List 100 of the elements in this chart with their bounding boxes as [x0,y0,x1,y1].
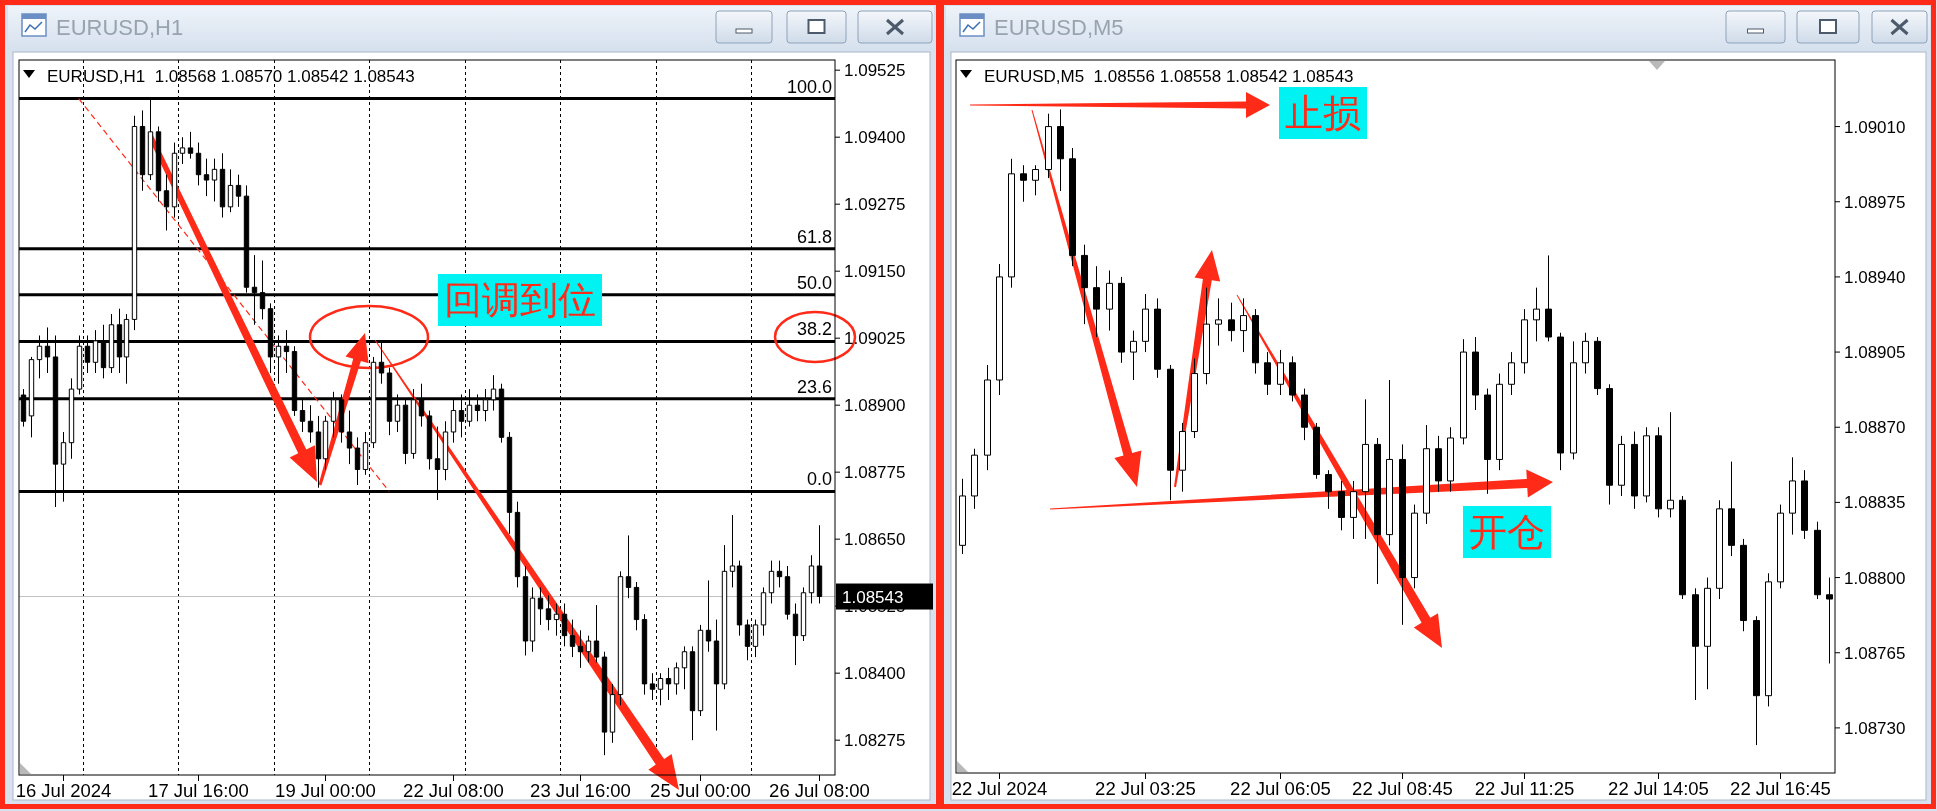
y-tick-label: 1.08650 [844,530,906,550]
y-tick-label: 1.08940 [1844,267,1906,287]
candlestick [1215,297,1222,347]
candlestick [776,560,783,588]
candlestick [1277,349,1284,396]
chart-title: EURUSD,M5 [994,15,1124,40]
candlestick [211,158,218,202]
candlestick [1423,424,1430,525]
candlestick [1179,422,1186,493]
y-tick-label: 1.08775 [844,463,906,483]
x-tick-label: 16 Jul 2024 [15,780,112,801]
y-tick-label: 1.08870 [1844,418,1906,438]
candlestick [1008,158,1015,289]
candlestick [1496,373,1503,471]
candlestick [1777,504,1784,589]
candlestick [1643,426,1650,503]
candlestick [1167,364,1174,501]
annotation: 38.2 [796,319,832,340]
candlestick [1484,388,1491,495]
candlestick [1521,308,1528,375]
candlestick [768,560,775,604]
candlestick [1533,287,1540,342]
candlestick [315,415,322,489]
x-tick-label: 22 Jul 14:05 [1608,778,1709,799]
candlestick [1106,269,1113,332]
candlestick [346,410,353,465]
candlestick [1069,147,1076,267]
x-tick-label: 22 Jul 08:00 [403,780,504,801]
candlestick [1545,254,1552,342]
x-tick-label: 22 Jul 2024 [951,778,1048,799]
candlestick [984,364,991,471]
candlestick [522,565,529,656]
candlestick [625,534,632,599]
candlestick [1411,504,1418,589]
candlestick [959,478,966,555]
candlestick [1801,469,1808,540]
candlestick [227,168,234,213]
candlestick [697,624,704,717]
candlestick [1594,336,1601,396]
x-tick-label: 26 Jul 08:00 [769,780,870,801]
candlestick [139,109,146,192]
candlestick [1753,615,1760,746]
annotation: 61.8 [796,226,832,247]
y-tick-label: 1.08900 [844,396,906,416]
candlestick [1460,338,1467,445]
candlestick [537,586,544,626]
candlestick [736,560,743,637]
candlestick [195,142,202,186]
candlestick [1618,435,1625,497]
candlestick [553,602,560,637]
y-tick-label: 1.09010 [1844,117,1906,137]
candlestick [609,683,616,744]
candlestick [1252,308,1259,375]
candlestick [1447,426,1454,493]
candlestick [641,613,648,696]
candlestick [808,554,815,604]
candlestick [721,544,728,690]
candlestick [1667,411,1674,518]
candlestick [1740,538,1747,632]
candlestick [713,619,720,732]
chart-subtitle: EURUSD,H1 1.08568 1.08570 1.08542 1.08543 [47,67,415,86]
annotation: 止损 [1285,91,1361,135]
candlestick [816,524,823,604]
y-tick-label: 1.08905 [1844,343,1906,363]
candlestick [689,645,696,741]
y-tick-label: 1.08730 [1844,718,1906,738]
x-tick-label: 22 Jul 06:05 [1230,778,1331,799]
candlestick [665,667,672,701]
ref-line-label: 1.08543 [842,587,904,607]
candlestick [1655,426,1662,518]
candlestick [800,586,807,642]
candlestick [760,586,767,637]
candlestick [1362,398,1369,540]
candlestick [1728,461,1735,557]
candlestick [1020,164,1027,203]
candlestick [1203,287,1210,385]
candlestick [1765,572,1772,707]
candlestick [1374,437,1381,585]
candlestick [585,635,592,663]
candlestick [1301,388,1308,441]
candlestick [681,645,688,690]
candlestick [601,651,608,756]
candlestick [1386,379,1393,546]
candlestick [1057,108,1064,192]
annotation: 50.0 [796,272,832,293]
annotation: 23.6 [796,376,832,397]
annotation: 100.0 [786,76,832,97]
candlestick [1154,297,1161,379]
candlestick [1118,276,1125,364]
candlestick [1130,330,1137,381]
candlestick [577,629,584,669]
candlestick [784,565,791,621]
annotation: 回调到位 [444,278,596,322]
x-tick-label: 17 Jul 16:00 [148,780,249,801]
candlestick [442,420,449,481]
candlestick [1338,480,1345,531]
y-tick-label: 1.09400 [844,128,906,148]
candlestick [1704,577,1711,690]
candlestick [1631,431,1638,510]
y-tick-label: 1.08400 [844,664,906,684]
